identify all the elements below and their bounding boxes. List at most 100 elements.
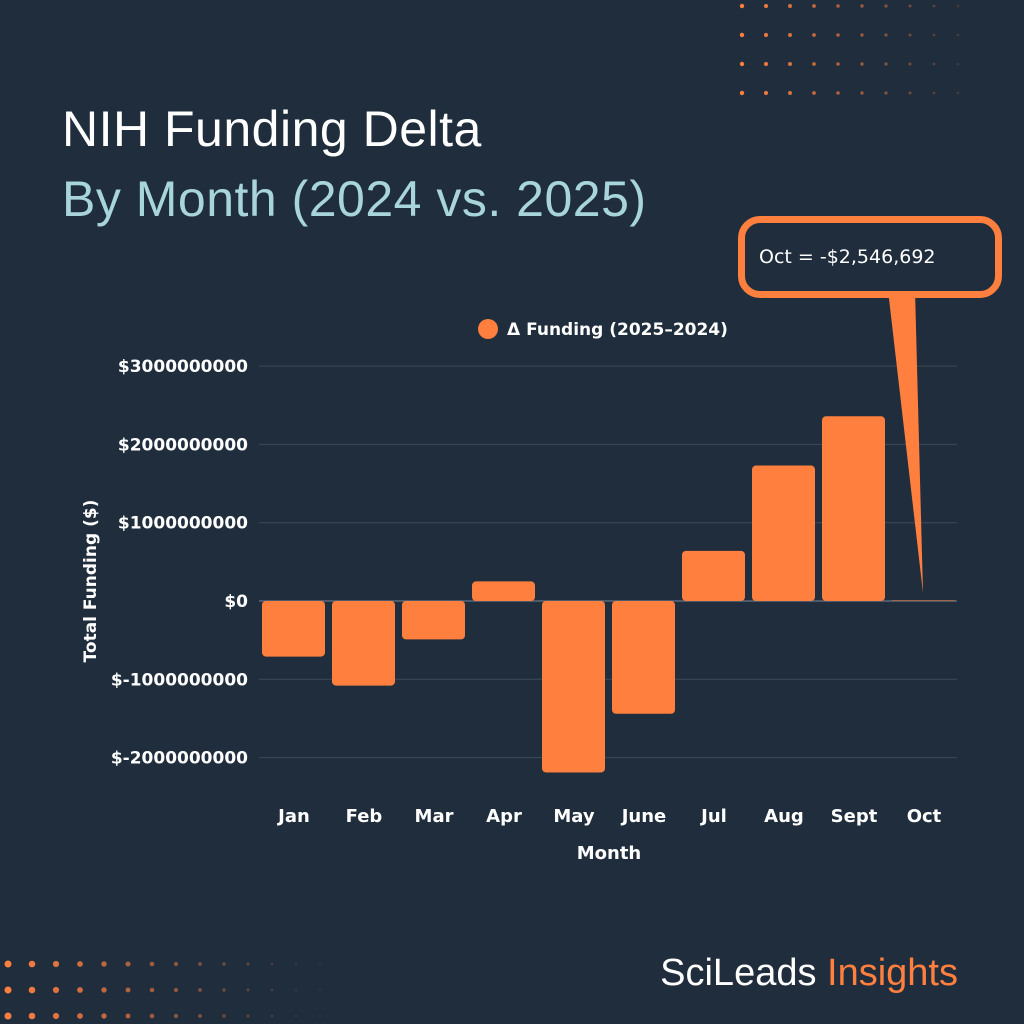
decorative-dot (246, 1014, 250, 1018)
decorative-dot (788, 91, 792, 95)
bar-apr (472, 581, 535, 601)
decorative-dot (884, 33, 888, 37)
legend-label: Δ Funding (2025–2024) (507, 320, 728, 340)
decorative-dot (739, 90, 745, 96)
x-tick-label: Jul (699, 806, 727, 827)
legend-marker (478, 319, 498, 339)
decorative-dot (860, 91, 864, 95)
decorative-dot (28, 986, 36, 994)
x-tick-label: Jan (276, 806, 310, 827)
decorative-dot (956, 91, 960, 95)
annotation-callout: Oct = -$2,546,692 (738, 216, 1002, 298)
brand-logo: SciLeads Insights (660, 952, 958, 995)
bar-june (612, 601, 675, 714)
y-tick-label: $3000000000 (118, 357, 248, 377)
decorative-dot (812, 62, 816, 66)
x-tick-label: Oct (907, 806, 942, 827)
bar-may (542, 601, 605, 773)
y-tick-label: $1000000000 (118, 514, 248, 534)
x-tick-label: May (553, 806, 595, 827)
bar-jan (262, 601, 325, 657)
x-tick-label: Feb (346, 806, 383, 827)
decorative-dot (932, 4, 936, 8)
decorative-dot (173, 1013, 179, 1019)
decorative-dot (222, 962, 226, 966)
decorative-dot (125, 1013, 131, 1019)
y-tick-label: $2000000000 (118, 435, 248, 455)
chart-subtitle: By Month (2024 vs. 2025) (62, 171, 647, 227)
decorative-dot (198, 962, 202, 966)
decorative-dot (884, 62, 888, 66)
decorative-dot (149, 961, 155, 967)
decorative-dot (222, 988, 226, 992)
decorative-dot (28, 1012, 36, 1020)
decorative-dot (763, 3, 769, 9)
decorative-dot (125, 961, 131, 967)
decorative-dot (77, 987, 83, 993)
bar-sept (822, 416, 885, 601)
decorative-dot (932, 62, 936, 66)
decorative-dot (319, 963, 321, 965)
decorative-dot (101, 1013, 107, 1019)
decorative-dot (101, 961, 107, 967)
decorative-dot (836, 4, 840, 8)
decorative-dot (4, 960, 12, 968)
decorative-dot (77, 961, 83, 967)
x-tick-label: Mar (415, 806, 454, 827)
y-axis-label: Total Funding ($) (81, 500, 101, 663)
decorative-dot (4, 986, 12, 994)
decorative-dot (294, 962, 298, 966)
decorative-dot (319, 1015, 321, 1017)
decorative-dot (860, 4, 864, 8)
y-tick-label: $-1000000000 (111, 670, 248, 690)
decorative-dot (860, 33, 864, 37)
y-tick-label: $-2000000000 (111, 749, 248, 769)
decorative-dot (52, 1012, 60, 1020)
x-tick-label: Aug (764, 806, 804, 827)
decorative-dot (884, 4, 888, 8)
decorative-dot (198, 988, 202, 992)
decorative-dot (173, 961, 179, 967)
decorative-dot (763, 32, 769, 38)
decorative-dot (739, 32, 745, 38)
bar-feb (332, 601, 395, 686)
bar-mar (402, 601, 465, 640)
decorative-dot (739, 61, 745, 67)
decorative-dot (788, 62, 792, 66)
decorative-dot (52, 960, 60, 968)
decorative-dot (4, 1012, 12, 1020)
decorative-dot (812, 4, 816, 8)
decorative-dot (956, 4, 960, 8)
decorative-dot (884, 91, 888, 95)
decorative-dot (763, 90, 769, 96)
callout-pointer (888, 290, 923, 593)
decorative-dot (788, 4, 792, 8)
decorative-dot (908, 91, 912, 95)
decorative-dot (836, 33, 840, 37)
bar-aug (752, 465, 815, 601)
annotation-text: Oct = -$2,546,692 (759, 246, 936, 268)
decorative-dot (28, 960, 36, 968)
decorative-dot (173, 987, 179, 993)
decorative-dot (812, 33, 816, 37)
x-tick-label: Apr (486, 806, 522, 827)
decorative-dot (908, 4, 912, 8)
decorative-dot (77, 1013, 83, 1019)
decorative-dot (739, 3, 745, 9)
y-tick-label: $0 (224, 592, 248, 612)
bar-jul (682, 550, 745, 601)
decorative-dot (788, 33, 792, 37)
decorative-dot (149, 987, 155, 993)
decorative-dot (860, 62, 864, 66)
x-tick-label: June (620, 806, 667, 827)
decorative-dot (763, 61, 769, 67)
decorative-dot (270, 988, 274, 992)
decorative-dot (125, 987, 131, 993)
decorative-dot (908, 62, 912, 66)
decorative-dot (270, 1014, 274, 1018)
x-tick-label: Sept (831, 806, 878, 827)
decorative-dot (246, 988, 250, 992)
decorative-dot (908, 33, 912, 37)
decorative-dot (198, 1014, 202, 1018)
